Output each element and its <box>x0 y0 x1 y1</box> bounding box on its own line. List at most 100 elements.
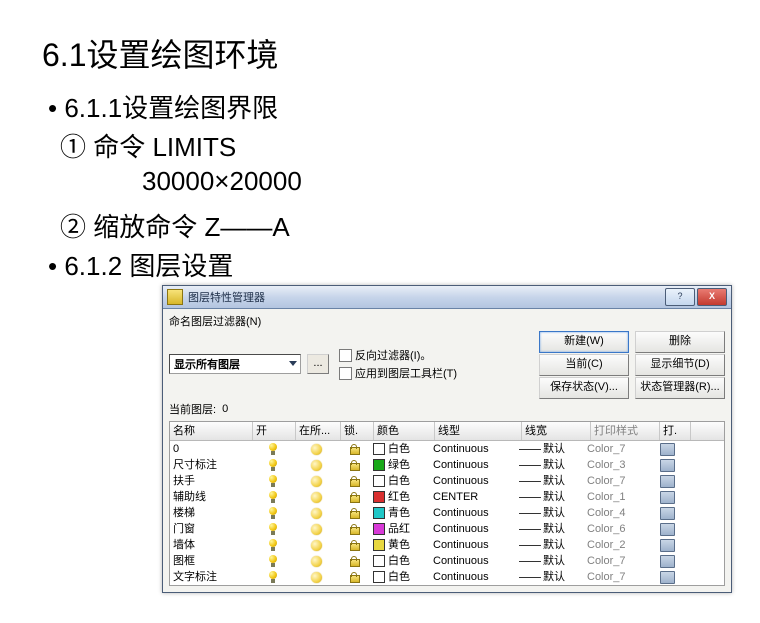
filter-combo[interactable]: 显示所有图层 <box>169 354 301 374</box>
col-lineweight[interactable]: 线宽 <box>522 422 591 440</box>
table-row[interactable]: 扶手 白色Continuous默认Color_7 <box>170 473 724 489</box>
cell-freeze[interactable] <box>294 441 338 457</box>
cell-on[interactable] <box>252 553 294 569</box>
filter-browse-button[interactable]: ... <box>307 354 329 374</box>
cell-on[interactable] <box>252 457 294 473</box>
cell-freeze[interactable] <box>294 537 338 553</box>
dialog-titlebar[interactable]: 图层特性管理器 ? X <box>163 286 731 309</box>
cell-on[interactable] <box>252 441 294 457</box>
cell-linetype[interactable]: Continuous <box>430 505 516 521</box>
cell-color[interactable]: 白色 <box>370 441 430 457</box>
apply-toolbar-checkbox[interactable]: 应用到图层工具栏(T) <box>339 365 457 381</box>
cell-name[interactable]: 楼梯 <box>170 505 252 521</box>
cell-lock[interactable] <box>338 441 370 457</box>
cell-color[interactable]: 红色 <box>370 489 430 505</box>
cell-lineweight[interactable]: 默认 <box>516 521 584 537</box>
col-linetype[interactable]: 线型 <box>435 422 522 440</box>
table-row[interactable]: 墙体黄色Continuous默认Color_2 <box>170 537 724 553</box>
cell-name[interactable]: 尺寸标注 <box>170 457 252 473</box>
cell-on[interactable] <box>252 537 294 553</box>
col-on[interactable]: 开 <box>253 422 296 440</box>
cell-plotstyle[interactable]: Color_7 <box>584 473 652 489</box>
cell-color[interactable]: 品红 <box>370 521 430 537</box>
cell-linetype[interactable]: Continuous <box>430 569 516 585</box>
col-freeze[interactable]: 在所... <box>296 422 341 440</box>
cell-print[interactable] <box>652 441 682 457</box>
cell-name[interactable]: 辅助线 <box>170 489 252 505</box>
save-state-button[interactable]: 保存状态(V)... <box>539 377 629 399</box>
cell-plotstyle[interactable]: Color_3 <box>584 457 652 473</box>
delete-button[interactable]: 删除 <box>635 331 725 353</box>
cell-color[interactable]: 青色 <box>370 505 430 521</box>
cell-plotstyle[interactable]: Color_7 <box>584 569 652 585</box>
cell-print[interactable] <box>652 569 682 585</box>
cell-color[interactable]: 白色 <box>370 473 430 489</box>
cell-plotstyle[interactable]: Color_7 <box>584 441 652 457</box>
cell-lock[interactable] <box>338 473 370 489</box>
cell-print[interactable] <box>652 521 682 537</box>
cell-lock[interactable] <box>338 537 370 553</box>
cell-on[interactable] <box>252 569 294 585</box>
cell-name[interactable]: 门窗 <box>170 521 252 537</box>
cell-lineweight[interactable]: 默认 <box>516 473 584 489</box>
cell-freeze[interactable] <box>294 553 338 569</box>
invert-filter-checkbox[interactable]: 反向过滤器(I)。 <box>339 347 457 363</box>
cell-lineweight[interactable]: 默认 <box>516 553 584 569</box>
help-button[interactable]: ? <box>665 288 695 306</box>
cell-lineweight[interactable]: 默认 <box>516 489 584 505</box>
cell-lock[interactable] <box>338 553 370 569</box>
cell-lineweight[interactable]: 默认 <box>516 505 584 521</box>
cell-name[interactable]: 扶手 <box>170 473 252 489</box>
cell-linetype[interactable]: Continuous <box>430 473 516 489</box>
table-row[interactable]: 辅助线红色CENTER默认Color_1 <box>170 489 724 505</box>
cell-color[interactable]: 绿色 <box>370 457 430 473</box>
cell-freeze[interactable] <box>294 505 338 521</box>
cell-name[interactable]: 0 <box>170 441 252 457</box>
state-manager-button[interactable]: 状态管理器(R)... <box>635 377 725 399</box>
cell-lineweight[interactable]: 默认 <box>516 569 584 585</box>
cell-plotstyle[interactable]: Color_6 <box>584 521 652 537</box>
cell-color[interactable]: 白色 <box>370 569 430 585</box>
cell-freeze[interactable] <box>294 473 338 489</box>
cell-name[interactable]: 图框 <box>170 553 252 569</box>
cell-lock[interactable] <box>338 505 370 521</box>
cell-on[interactable] <box>252 505 294 521</box>
cell-on[interactable] <box>252 521 294 537</box>
cell-color[interactable]: 黄色 <box>370 537 430 553</box>
cell-lock[interactable] <box>338 489 370 505</box>
cell-color[interactable]: 白色 <box>370 553 430 569</box>
table-row[interactable]: 门窗品红Continuous默认Color_6 <box>170 521 724 537</box>
cell-print[interactable] <box>652 489 682 505</box>
close-button[interactable]: X <box>697 288 727 306</box>
cell-lock[interactable] <box>338 457 370 473</box>
table-row[interactable]: 0白色Continuous默认Color_7 <box>170 441 724 457</box>
cell-name[interactable]: 墙体 <box>170 537 252 553</box>
show-detail-button[interactable]: 显示细节(D) <box>635 354 725 376</box>
cell-lock[interactable] <box>338 569 370 585</box>
table-row[interactable]: 图框 白色Continuous默认Color_7 <box>170 553 724 569</box>
cell-linetype[interactable]: CENTER <box>430 489 516 505</box>
cell-print[interactable] <box>652 553 682 569</box>
col-name[interactable]: 名称 <box>170 422 253 440</box>
cell-lineweight[interactable]: 默认 <box>516 457 584 473</box>
table-row[interactable]: 楼梯 青色Continuous默认Color_4 <box>170 505 724 521</box>
cell-plotstyle[interactable]: Color_7 <box>584 553 652 569</box>
cell-freeze[interactable] <box>294 521 338 537</box>
cell-print[interactable] <box>652 473 682 489</box>
cell-plotstyle[interactable]: Color_2 <box>584 537 652 553</box>
cell-lineweight[interactable]: 默认 <box>516 537 584 553</box>
cell-on[interactable] <box>252 473 294 489</box>
cell-freeze[interactable] <box>294 489 338 505</box>
current-button[interactable]: 当前(C) <box>539 354 629 376</box>
new-button[interactable]: 新建(W) <box>539 331 629 353</box>
cell-linetype[interactable]: Continuous <box>430 553 516 569</box>
col-plotstyle[interactable]: 打印样式 <box>591 422 660 440</box>
col-lock[interactable]: 锁. <box>341 422 374 440</box>
cell-linetype[interactable]: Continuous <box>430 457 516 473</box>
cell-name[interactable]: 文字标注 <box>170 569 252 585</box>
cell-plotstyle[interactable]: Color_4 <box>584 505 652 521</box>
col-color[interactable]: 颜色 <box>374 422 435 440</box>
cell-on[interactable] <box>252 489 294 505</box>
cell-print[interactable] <box>652 537 682 553</box>
cell-print[interactable] <box>652 505 682 521</box>
